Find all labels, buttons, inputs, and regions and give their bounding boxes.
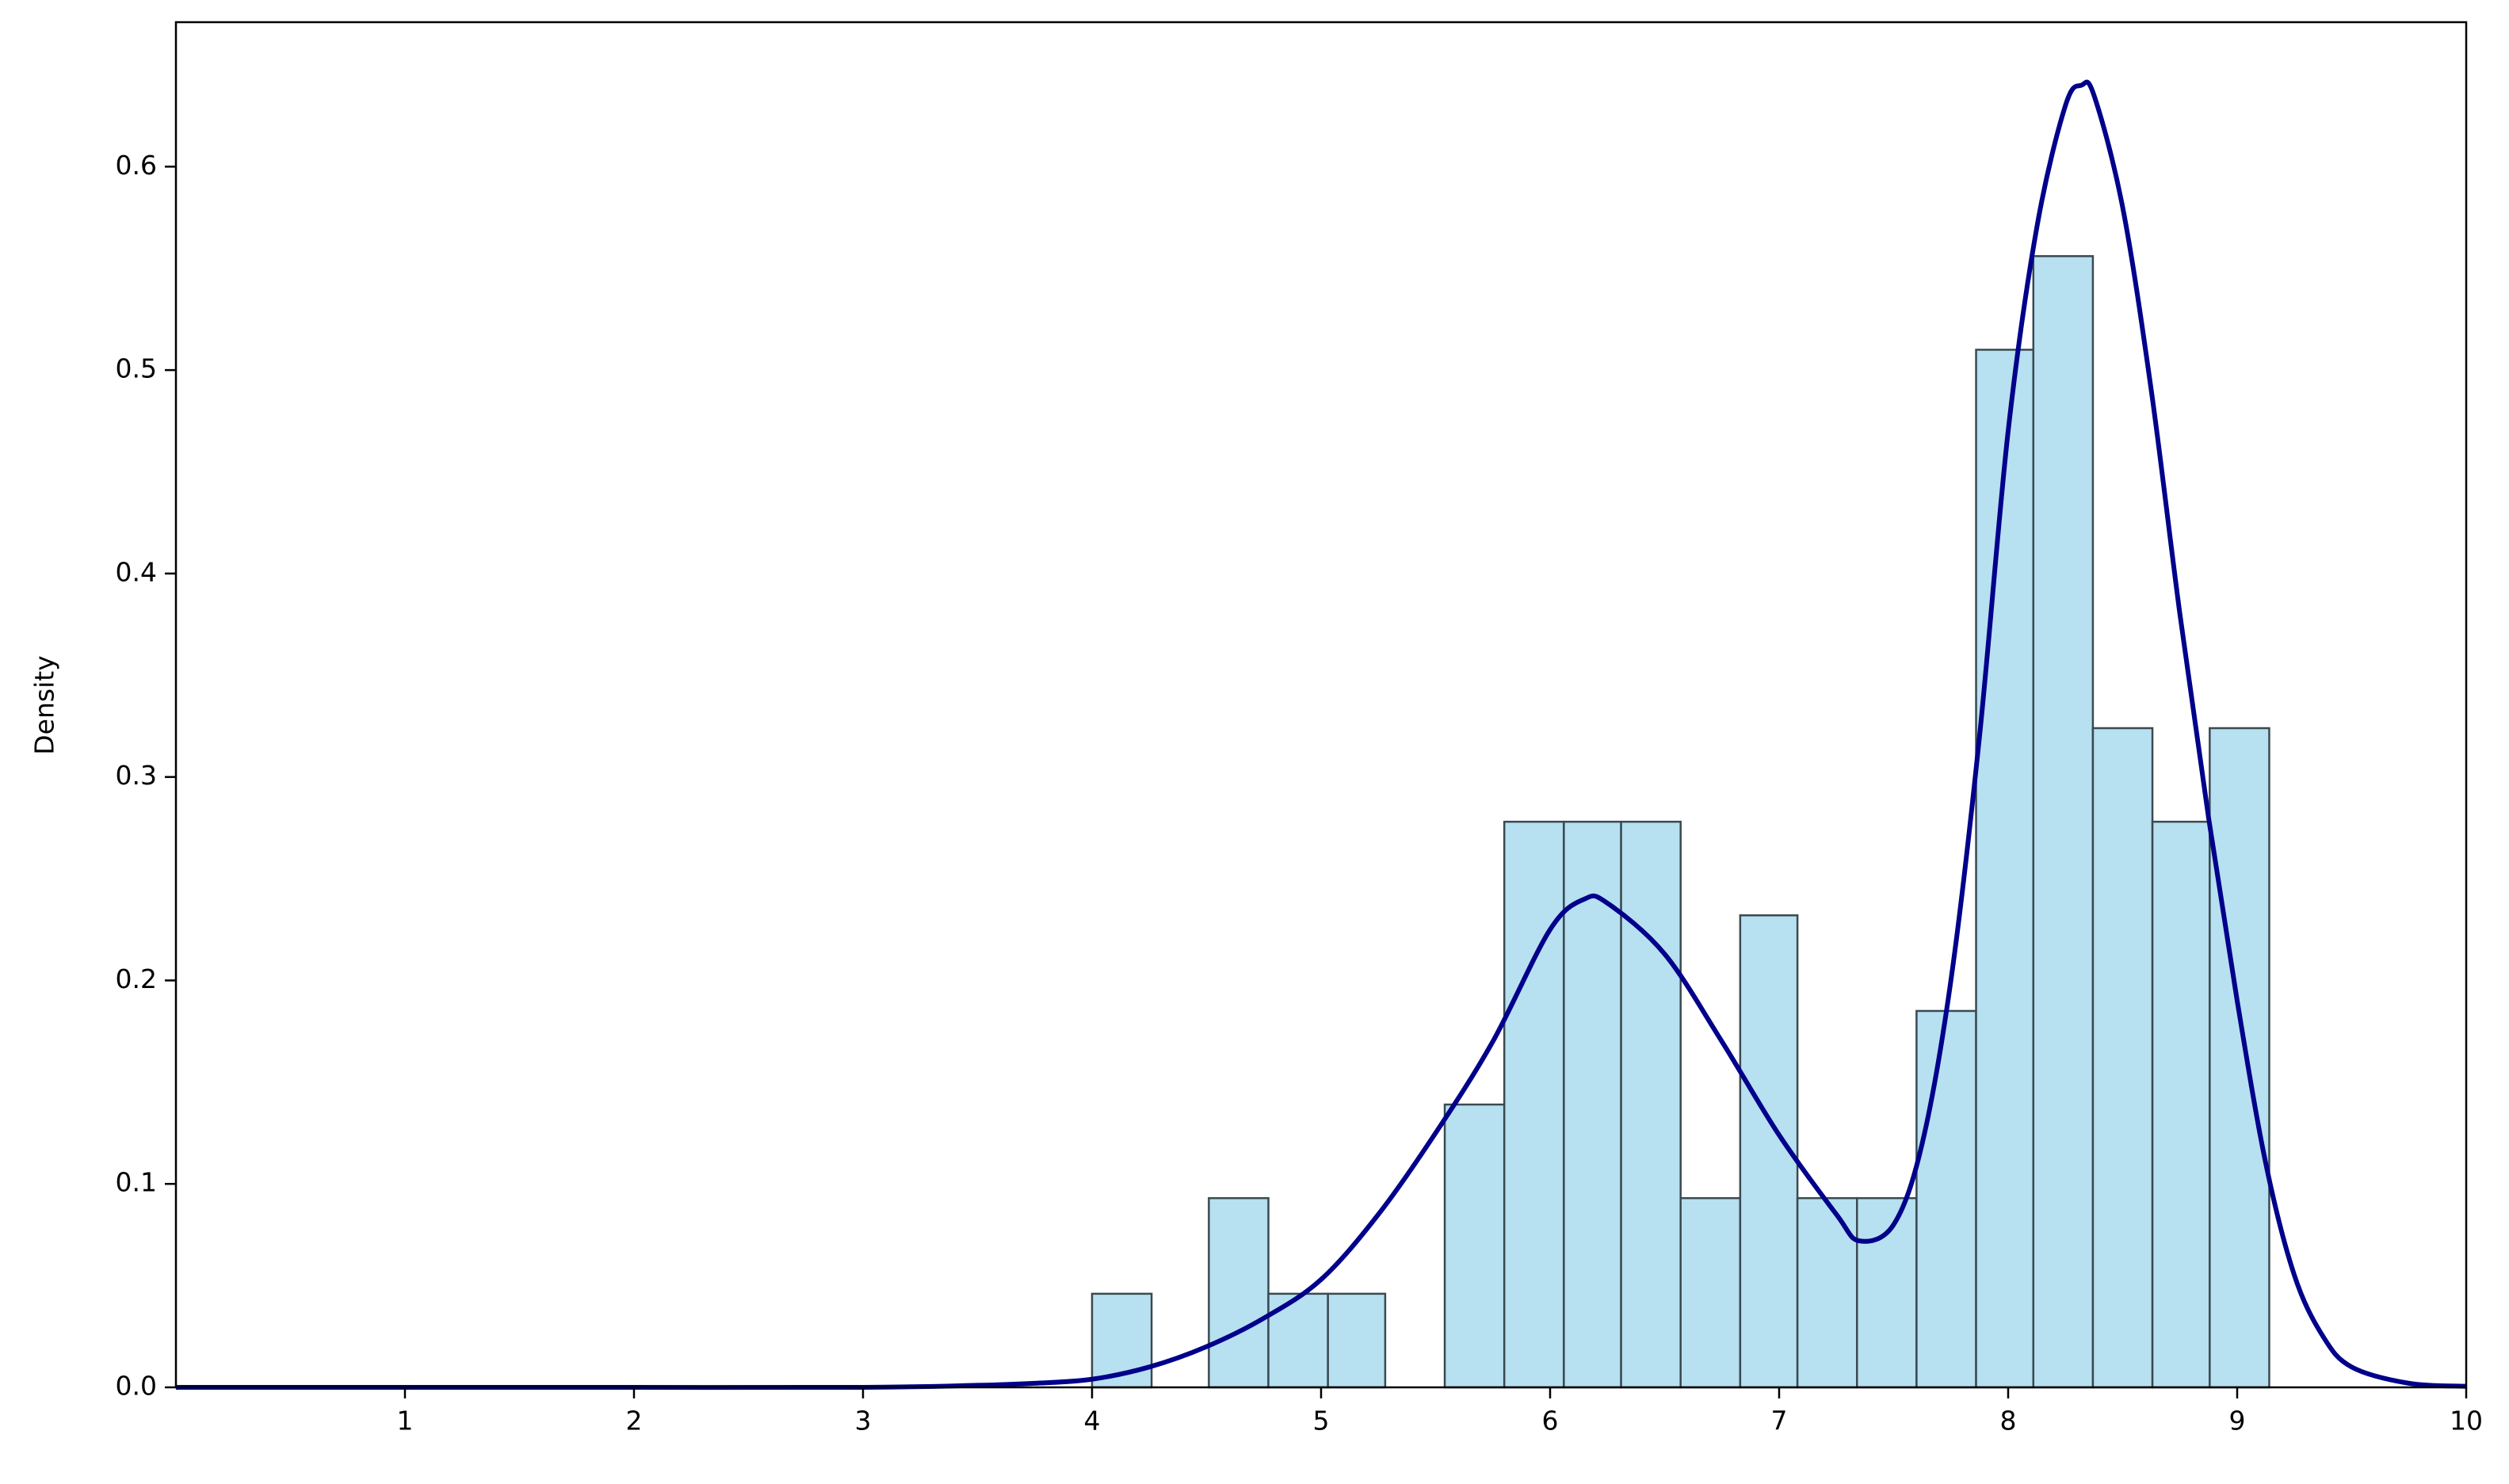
x-tick-label: 3 xyxy=(855,1406,872,1436)
bar xyxy=(1679,1196,1742,1389)
x-tick-label: 7 xyxy=(1771,1406,1788,1436)
x-tick-label: 2 xyxy=(626,1406,643,1436)
bar xyxy=(1563,820,1622,1389)
bar xyxy=(1975,349,2035,1389)
x-tick-label: 8 xyxy=(2000,1406,2017,1436)
y-tick-label: 0.0 xyxy=(116,1371,157,1402)
y-tick-label: 0.6 xyxy=(116,150,157,181)
bar xyxy=(1327,1292,1387,1389)
bar xyxy=(1856,1196,1918,1389)
y-tick-label: 0.1 xyxy=(116,1167,157,1198)
y-tick-label: 0.4 xyxy=(116,556,157,587)
y-tick-label: 0.2 xyxy=(116,963,157,994)
bar xyxy=(1503,820,1565,1389)
y-tick-label: 0.5 xyxy=(116,353,157,384)
x-tick-label: 4 xyxy=(1084,1406,1101,1436)
x-tick-label: 1 xyxy=(397,1406,414,1436)
x-tick-label: 9 xyxy=(2229,1406,2246,1436)
bar xyxy=(1915,1009,1977,1389)
bar xyxy=(1443,1103,1506,1389)
density-line xyxy=(176,79,2467,1391)
bar xyxy=(2091,727,2154,1389)
x-tick-label: 6 xyxy=(1542,1406,1559,1436)
bar xyxy=(2032,255,2095,1389)
bar xyxy=(1620,820,1682,1389)
x-tick-label: 5 xyxy=(1313,1406,1330,1436)
x-tick-label: 10 xyxy=(2450,1406,2483,1436)
y-axis-label: Density xyxy=(29,655,60,754)
bar xyxy=(1208,1196,1270,1389)
bar xyxy=(2209,727,2270,1389)
bar xyxy=(2151,820,2211,1389)
bar xyxy=(1796,1196,1858,1389)
y-tick-label: 0.3 xyxy=(116,760,157,791)
